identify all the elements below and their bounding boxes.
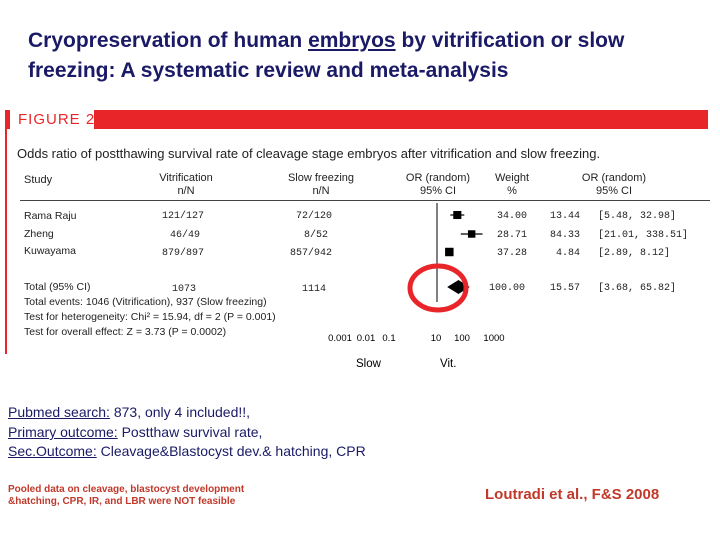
note-primary-text: Postthaw survival rate, — [117, 424, 263, 440]
row-weight: 37.28 — [497, 248, 528, 259]
total-or: 15.57 — [550, 283, 581, 294]
highlight-circle — [407, 263, 469, 313]
header-weight-line1: Weight — [494, 172, 530, 184]
header-or-line1: OR (random) — [405, 172, 471, 184]
figure-caption: Odds ratio of postthawing survival rate … — [17, 146, 601, 161]
figure-left-rule — [5, 128, 7, 354]
total-label: Total (95% CI) — [24, 281, 91, 293]
row-vit: 879/897 — [162, 248, 205, 259]
row-or: 4.84 — [556, 248, 581, 259]
title-part-1: Cryopreservation of human — [28, 29, 309, 52]
title-link-embryos[interactable]: embryos — [308, 29, 396, 52]
row-weight: 28.71 — [497, 230, 528, 241]
stats-overall-effect: Test for overall effect: Z = 3.73 (P = 0… — [24, 326, 227, 338]
x-side-label-left: Slow — [356, 358, 381, 370]
header-or-random: OR (random) 95% CI — [398, 172, 478, 198]
total-vit: 1073 — [172, 284, 197, 295]
header-or-random-2: OR (random) 95% CI — [574, 172, 654, 198]
stats-heterogeneity: Test for heterogeneity: Chi² = 15.94, df… — [24, 311, 276, 323]
figure-header-band — [5, 110, 708, 129]
row-slow: 8/52 — [304, 230, 329, 241]
header-vitrification: Vitrification n/N — [146, 172, 226, 198]
header-or-line2: 95% CI — [419, 185, 457, 197]
x-tick-label: 10 — [430, 333, 442, 344]
header-weight-line2: % — [507, 185, 517, 197]
stats-total-events: Total events: 1046 (Vitrification), 937 … — [24, 296, 267, 308]
note-pubmed-label: Pubmed search: — [8, 404, 110, 420]
x-tick-label: 100 — [454, 333, 470, 344]
figure-label: FIGURE 2 — [18, 111, 96, 128]
header-or2-line2: 95% CI — [595, 185, 633, 197]
row-vit: 46/49 — [170, 230, 201, 241]
header-weight: Weight % — [484, 172, 540, 198]
header-vitrification-line1: Vitrification — [159, 172, 213, 184]
header-vitrification-line2: n/N — [177, 185, 195, 197]
row-slow: 857/942 — [290, 248, 333, 259]
header-study: Study — [24, 174, 53, 186]
x-side-label-right: Vit. — [440, 358, 457, 370]
note-pubmed-text: 873, only 4 included!!, — [109, 404, 251, 420]
row-weight: 34.00 — [497, 211, 528, 222]
note-secondary-label: Sec.Outcome: — [8, 443, 97, 459]
row-study: Zheng — [24, 228, 54, 240]
header-divider — [20, 200, 710, 201]
note-pubmed: Pubmed search: 873, only 4 included!!, — [8, 404, 250, 420]
note-secondary-text: Cleavage&Blastocyst dev.& hatching, CPR — [96, 443, 366, 459]
row-study: Kuwayama — [24, 245, 76, 257]
x-tick-label: 0.1 — [382, 333, 396, 344]
x-tick-label: 1000 — [483, 333, 505, 344]
study-marker — [453, 210, 462, 220]
row-ci: [21.01, 338.51] — [598, 230, 689, 241]
row-ci: [5.48, 32.98] — [598, 211, 677, 222]
row-study: Rama Raju — [24, 210, 77, 222]
row-or: 84.33 — [550, 230, 581, 241]
title-part-2: by vitrification or slow freezing: A sys… — [28, 29, 625, 82]
note-primary: Primary outcome: Postthaw survival rate, — [8, 424, 262, 440]
study-marker — [467, 230, 476, 238]
citation: Loutradi et al., F&S 2008 — [485, 486, 660, 503]
header-slow-line2: n/N — [312, 185, 330, 197]
total-weight: 100.00 — [489, 283, 526, 294]
note-primary-label: Primary outcome: — [8, 424, 118, 440]
row-ci: [2.89, 8.12] — [598, 248, 671, 259]
row-or: 13.44 — [550, 211, 581, 222]
total-slow: 1114 — [302, 284, 327, 295]
slide-title: Cryopreservation of human embryos by vit… — [28, 26, 708, 86]
study-marker — [445, 247, 454, 257]
footnote: Pooled data on cleavage, blastocyst deve… — [8, 484, 245, 507]
x-tick-label: 0.01 — [356, 333, 376, 344]
row-slow: 72/120 — [296, 211, 333, 222]
note-secondary: Sec.Outcome: Cleavage&Blastocyst dev.& h… — [8, 443, 366, 459]
header-slow-line1: Slow freezing — [287, 172, 355, 184]
x-tick-label: 0.001 — [328, 333, 352, 344]
figure-label-box — [10, 110, 94, 129]
header-slow-freezing: Slow freezing n/N — [278, 172, 364, 198]
row-vit: 121/127 — [162, 211, 205, 222]
header-or2-line1: OR (random) — [581, 172, 647, 184]
total-ci: [3.68, 65.82] — [598, 283, 677, 294]
